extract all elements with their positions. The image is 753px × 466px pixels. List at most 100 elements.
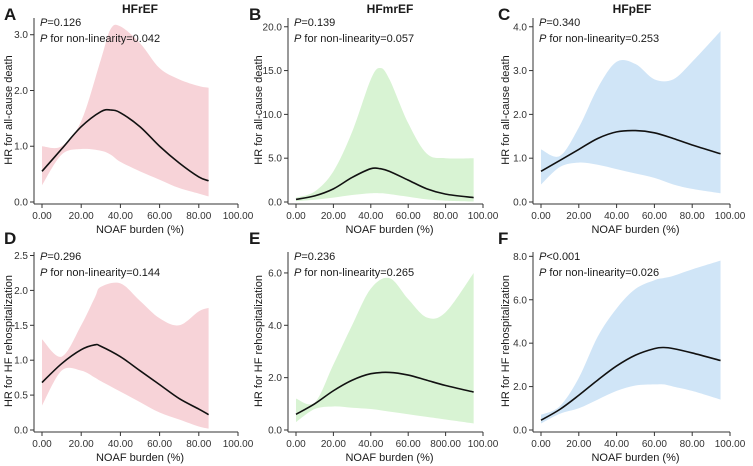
y-axis-title: HR for HF rehospitalization — [253, 275, 265, 407]
y-tick-label: 0.0 — [513, 198, 527, 209]
y-tick-label: 0.0 — [14, 198, 28, 209]
x-axis-title: NOAF burden (%) — [345, 452, 433, 464]
hr-line — [41, 343, 209, 416]
hr-line — [295, 167, 474, 201]
y-tick-label: 0.0 — [268, 426, 282, 437]
panel-letter: A — [4, 5, 16, 24]
nonlinearity-value: for non-linearity=0.144 — [47, 267, 160, 279]
nonlinearity-value: for non-linearity=0.057 — [301, 33, 414, 45]
x-tick-label: 100.00 — [715, 211, 746, 222]
p-label: P — [539, 17, 547, 29]
x-tick-label: 60.00 — [147, 439, 172, 450]
axes: 0.00 20.00 40.00 60.00 80.00 100.00 0.0 1.0 2.0 3… — [513, 18, 746, 222]
p-label: P — [539, 33, 547, 45]
nonlinearity-annotation: P for non-linearity=0.042 — [40, 33, 160, 45]
p-value: =0.296 — [47, 251, 81, 263]
panel-title: HFrEF — [122, 2, 158, 16]
confidence-band — [541, 31, 721, 194]
p-label: P — [40, 251, 48, 263]
x-tick-label: 40.00 — [358, 439, 383, 450]
p-label: P — [40, 267, 48, 279]
confidence-band — [42, 282, 209, 429]
nonlinearity-value: for non-linearity=0.026 — [546, 267, 659, 279]
p-label: P — [539, 267, 547, 279]
y-tick-label: 2.0 — [14, 286, 28, 297]
y-tick-label: 2.0 — [513, 382, 527, 393]
hr-line — [540, 346, 721, 421]
x-tick-label: 40.00 — [108, 211, 133, 222]
x-tick-label: 20.00 — [566, 439, 591, 450]
confidence-band — [541, 260, 721, 424]
panel-letter: C — [498, 5, 510, 24]
p-label: P — [40, 33, 48, 45]
panel-f: F 0.00 20.00 40.00 60.00 80.00 100.00 0.0 2.0 4.0… — [498, 229, 746, 464]
panel-a: A HFrEF 0.00 20.00 40.00 60.00 80.00 100.00 0.0 1… — [3, 2, 254, 236]
y-tick-label: 0.0 — [14, 426, 28, 437]
panel-title: HFpEF — [613, 2, 652, 16]
x-tick-label: 80.00 — [186, 211, 211, 222]
x-tick-label: 0.00 — [531, 439, 551, 450]
y-tick-label: 4.0 — [513, 22, 527, 33]
p-value: <0.001 — [546, 251, 580, 263]
p-label: P — [40, 17, 48, 29]
confidence-band — [42, 24, 209, 197]
y-tick-label: 3.0 — [513, 66, 527, 77]
x-axis-title: NOAF burden (%) — [591, 224, 679, 236]
y-tick-label: 10.0 — [263, 110, 283, 121]
axes: 0.00 20.00 40.00 60.00 80.00 100.00 0.0 2.0 4.0 6… — [513, 252, 746, 450]
p-value-annotation: P<0.001 — [539, 251, 580, 263]
x-tick-label: 100.00 — [223, 439, 254, 450]
x-tick-label: 60.00 — [642, 439, 667, 450]
y-tick-label: 0.5 — [14, 391, 28, 402]
p-value-annotation: P=0.340 — [539, 17, 580, 29]
x-tick-label: 100.00 — [468, 211, 499, 222]
x-tick-label: 40.00 — [604, 211, 629, 222]
x-axis-title: NOAF burden (%) — [591, 452, 679, 464]
x-tick-label: 20.00 — [69, 439, 94, 450]
x-tick-label: 80.00 — [680, 439, 705, 450]
panel-c: C HFpEF 0.00 20.00 40.00 60.00 80.00 100.00 0.0 1… — [498, 2, 746, 236]
panel-letter: E — [249, 229, 260, 248]
y-axis-title: HR for all-cause death — [253, 55, 265, 164]
nonlinearity-annotation: P for non-linearity=0.026 — [539, 267, 659, 279]
x-tick-label: 0.00 — [286, 211, 306, 222]
y-tick-label: 4.0 — [268, 321, 282, 332]
y-tick-label: 3.0 — [14, 30, 28, 41]
x-axis-title: NOAF burden (%) — [345, 224, 433, 236]
x-tick-label: 60.00 — [396, 439, 421, 450]
y-tick-label: 2.0 — [268, 373, 282, 384]
y-tick-label: 20.0 — [263, 22, 283, 33]
x-tick-label: 0.00 — [32, 211, 52, 222]
x-tick-label: 20.00 — [321, 439, 346, 450]
x-tick-label: 0.00 — [286, 439, 306, 450]
x-tick-label: 40.00 — [604, 439, 629, 450]
p-label: P — [294, 267, 302, 279]
p-value-annotation: P=0.139 — [294, 17, 335, 29]
x-tick-label: 80.00 — [433, 211, 458, 222]
panel-letter: F — [498, 229, 508, 248]
y-tick-label: 8.0 — [513, 252, 527, 263]
p-value-annotation: P=0.296 — [40, 251, 81, 263]
hr-line — [540, 129, 721, 173]
p-value: =0.236 — [301, 251, 335, 263]
y-tick-label: 5.0 — [268, 154, 282, 165]
x-tick-label: 800.00 — [430, 439, 461, 450]
x-tick-label: 100.00 — [468, 439, 499, 450]
x-tick-label: 40.00 — [108, 439, 133, 450]
y-tick-label: 2.0 — [14, 86, 28, 97]
p-value: =0.139 — [301, 17, 335, 29]
x-tick-label: 80.00 — [680, 211, 705, 222]
x-tick-label: 60.00 — [147, 211, 172, 222]
p-label: P — [539, 251, 547, 263]
confidence-band — [296, 67, 474, 202]
panel-e: E 0.00 20.00 40.00 60.00 800.00 100.00 0.0 2.0 4.… — [249, 229, 499, 464]
hr-line — [295, 371, 474, 415]
hr-line — [41, 108, 209, 182]
y-axis-title: HR for HF rehospitalization — [3, 275, 15, 407]
x-tick-label: 60.00 — [642, 211, 667, 222]
x-tick-label: 40.00 — [358, 211, 383, 222]
x-tick-label: 20.00 — [566, 211, 591, 222]
y-tick-label: 15.0 — [263, 66, 283, 77]
x-axis-title: NOAF burden (%) — [96, 452, 184, 464]
p-label: P — [294, 33, 302, 45]
